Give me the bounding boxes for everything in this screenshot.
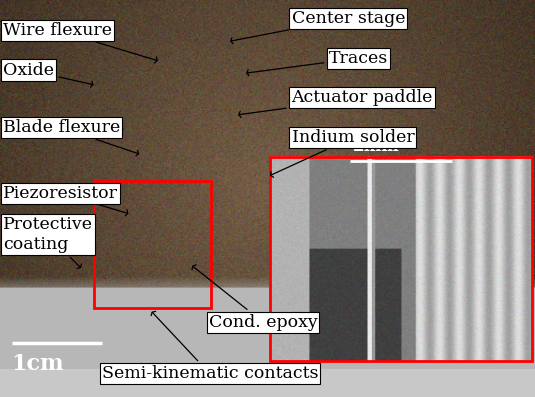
Text: Cond. epoxy: Cond. epoxy (192, 265, 317, 331)
Text: Oxide: Oxide (3, 62, 93, 87)
Text: 1cm: 1cm (12, 353, 64, 375)
Bar (94, 181, 211, 308)
Text: Wire flexure: Wire flexure (3, 22, 157, 63)
Text: Protective
coating: Protective coating (3, 216, 93, 268)
Text: Blade flexure: Blade flexure (3, 119, 139, 156)
Text: 2mm: 2mm (353, 138, 400, 155)
Text: Piezoresistor: Piezoresistor (3, 185, 128, 216)
Text: Traces: Traces (247, 50, 388, 76)
Bar (270, 157, 532, 361)
Text: Semi-kinematic contacts: Semi-kinematic contacts (102, 311, 318, 382)
Text: Actuator paddle: Actuator paddle (239, 89, 433, 118)
Text: Center stage: Center stage (231, 10, 405, 44)
Bar (0, 369, 535, 397)
Text: Indium solder: Indium solder (271, 129, 414, 177)
